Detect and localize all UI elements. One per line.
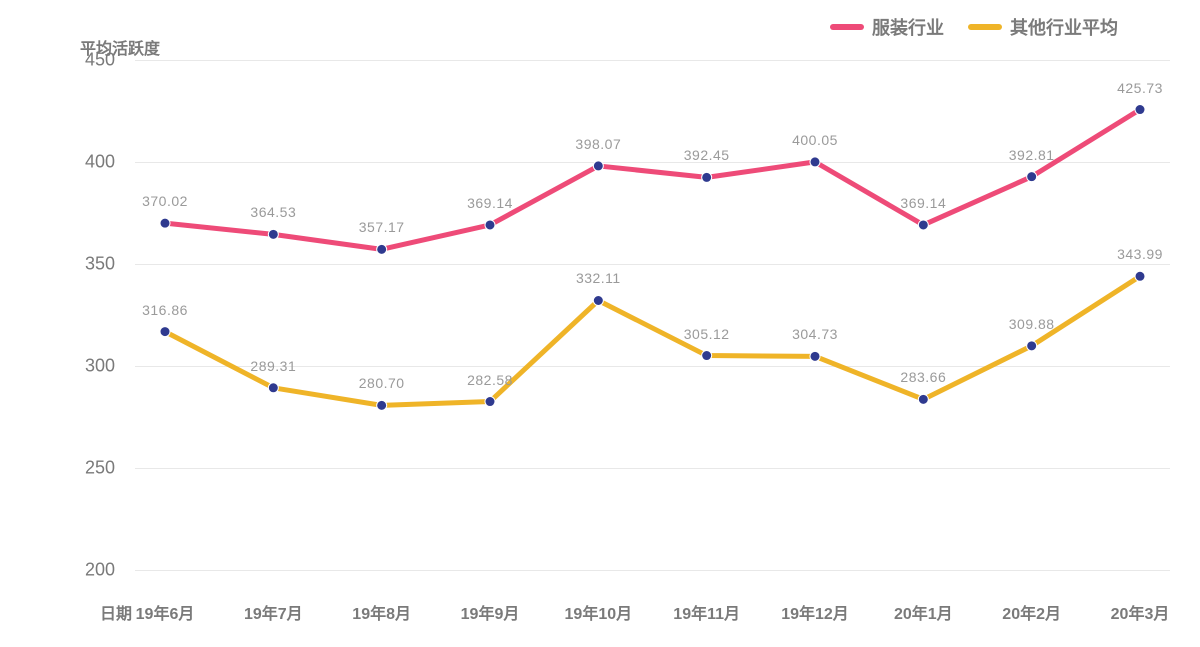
data-label: 425.73	[1117, 80, 1163, 96]
data-point	[918, 220, 928, 230]
data-point	[377, 400, 387, 410]
data-point	[702, 351, 712, 361]
legend-label: 服装行业	[872, 14, 944, 40]
data-point	[1027, 341, 1037, 351]
data-label: 369.14	[900, 195, 946, 211]
data-label: 392.81	[1009, 147, 1055, 163]
data-label: 398.07	[575, 136, 621, 152]
legend: 服装行业 其他行业平均	[830, 14, 1118, 40]
data-point	[268, 229, 278, 239]
data-label: 392.45	[684, 147, 730, 163]
data-point	[377, 244, 387, 254]
data-point	[485, 397, 495, 407]
data-point	[593, 295, 603, 305]
data-point	[810, 157, 820, 167]
data-label: 332.11	[576, 270, 621, 286]
series-line-1	[165, 276, 1140, 405]
data-label: 283.66	[900, 369, 946, 385]
legend-item: 其他行业平均	[968, 14, 1118, 40]
data-label: 400.05	[792, 132, 838, 148]
series-line-0	[165, 110, 1140, 250]
legend-label: 其他行业平均	[1010, 14, 1118, 40]
data-label: 282.58	[467, 372, 513, 388]
data-point	[268, 383, 278, 393]
data-point	[810, 351, 820, 361]
data-point	[593, 161, 603, 171]
data-label: 280.70	[359, 375, 405, 391]
data-label: 370.02	[142, 193, 188, 209]
data-label: 309.88	[1009, 316, 1055, 332]
data-point	[485, 220, 495, 230]
data-label: 357.17	[359, 219, 405, 235]
data-point	[1135, 271, 1145, 281]
data-point	[160, 218, 170, 228]
data-label: 316.86	[142, 302, 188, 318]
data-label: 364.53	[250, 204, 296, 220]
data-label: 305.12	[684, 326, 730, 342]
legend-item: 服装行业	[830, 14, 944, 40]
data-label: 289.31	[250, 358, 296, 374]
data-point	[1135, 105, 1145, 115]
legend-swatch	[830, 24, 864, 30]
data-point	[702, 172, 712, 182]
data-label: 343.99	[1117, 246, 1163, 262]
legend-swatch	[968, 24, 1002, 30]
data-point	[918, 394, 928, 404]
line-chart: 200250300350400450平均活跃度19年6月19年7月19年8月19…	[0, 0, 1200, 647]
data-point	[160, 327, 170, 337]
data-label: 369.14	[467, 195, 513, 211]
data-label: 304.73	[792, 326, 838, 342]
data-point	[1027, 172, 1037, 182]
